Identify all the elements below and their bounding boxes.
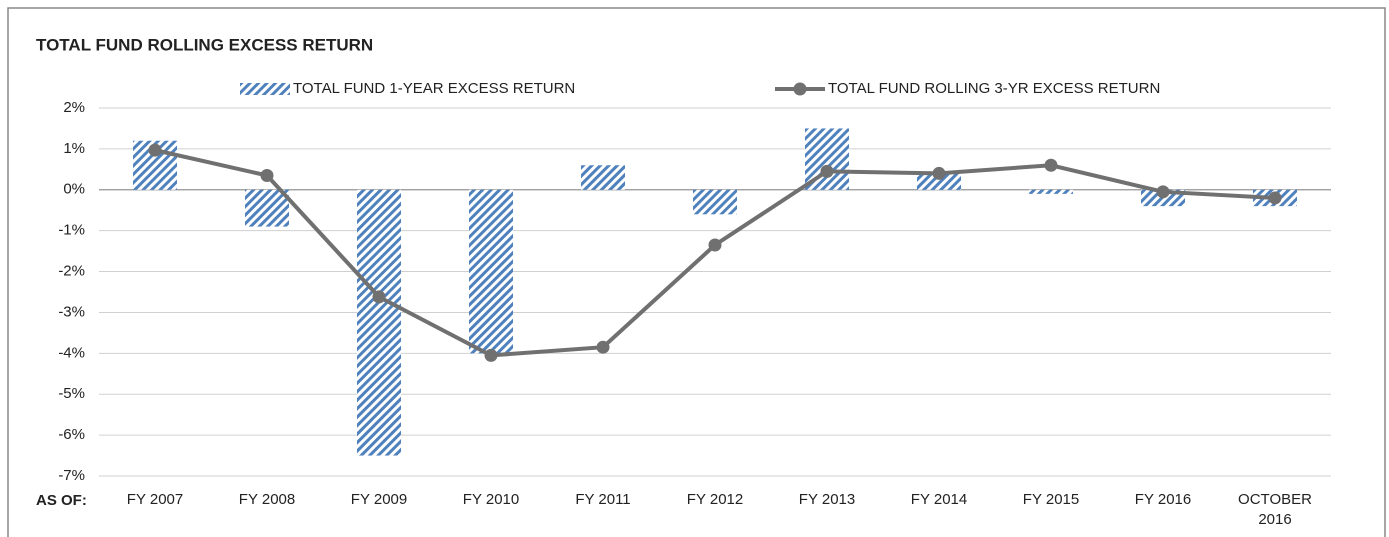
y-tick-label: -5% (58, 385, 85, 402)
marker (372, 290, 386, 304)
bar (245, 189, 289, 227)
y-tick-label: -6% (58, 426, 85, 443)
y-tick-label: 2% (63, 99, 85, 116)
x-tick-label: FY 2007 (126, 491, 184, 508)
x-tick-label: FY 2015 (1022, 491, 1080, 508)
x-tick-label: FY 2013 (798, 491, 856, 508)
y-tick-label: 0% (63, 181, 85, 198)
x-tick-label: FY 2008 (238, 491, 296, 508)
y-tick-label: -7% (58, 467, 85, 484)
bar (1029, 189, 1073, 194)
bar (917, 173, 961, 190)
x-tick-label: FY 2010 (462, 491, 520, 508)
legend-marker (793, 82, 807, 96)
legend-label: TOTAL FUND ROLLING 3-YR EXCESS RETURN (828, 80, 1160, 97)
x-tick-label: FY 2012 (686, 491, 744, 508)
marker (148, 143, 162, 157)
x-tick-label: OCTOBER 2016 (1238, 491, 1312, 528)
chart-title: TOTAL FUND ROLLING EXCESS RETURN (36, 35, 373, 54)
marker (932, 166, 946, 180)
x-tick-label: FY 2009 (350, 491, 408, 508)
x-axis-label: AS OF: (36, 492, 87, 509)
marker (820, 164, 834, 178)
chart-border (7, 7, 1386, 537)
bar (581, 165, 625, 190)
marker (260, 168, 274, 182)
y-tick-label: -1% (58, 222, 85, 239)
x-tick-label: FY 2014 (910, 491, 968, 508)
marker (1044, 158, 1058, 172)
legend-label: TOTAL FUND 1-YEAR EXCESS RETURN (293, 80, 575, 97)
y-tick-label: 1% (63, 140, 85, 157)
marker (708, 238, 722, 252)
marker (484, 348, 498, 362)
legend-swatch (240, 83, 290, 95)
bar (357, 189, 401, 456)
marker (1268, 191, 1282, 205)
marker (596, 340, 610, 354)
y-tick-label: -3% (58, 303, 85, 320)
bar (469, 189, 513, 354)
bar (693, 189, 737, 215)
x-tick-label: FY 2016 (1134, 491, 1192, 508)
y-tick-label: -4% (58, 344, 85, 361)
y-tick-label: -2% (58, 263, 85, 280)
marker (1156, 185, 1170, 199)
x-tick-label: FY 2011 (575, 491, 631, 508)
line (154, 148, 1276, 358)
